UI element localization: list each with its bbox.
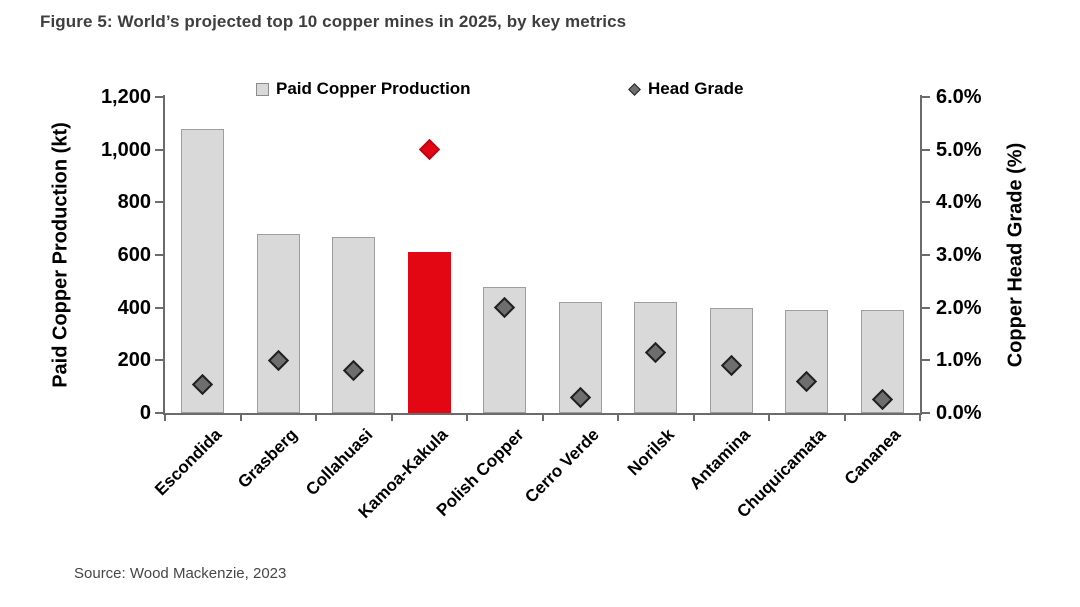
y-tick-left <box>155 359 163 362</box>
y-tick-label-left: 400 <box>117 296 151 319</box>
y-tick-label-right: 3.0% <box>936 244 982 266</box>
y-tick-left <box>155 254 163 256</box>
category-label-grasberg: Grasberg <box>233 425 301 492</box>
category-label-cananea: Cananea <box>841 425 905 489</box>
bar-chuquicamata <box>785 310 829 413</box>
y-tick-right <box>922 254 930 256</box>
y-axis-right <box>920 95 922 415</box>
y-tick-label-left: 1,000 <box>100 138 151 161</box>
legend-label-production: Paid Copper Production <box>276 79 471 98</box>
legend-item-production: Paid Copper Production <box>256 78 471 100</box>
y-tick-left <box>155 148 163 151</box>
y-axis-left <box>163 95 165 415</box>
source-note: Source: Wood Mackenzie, 2023 <box>74 565 287 582</box>
y-tick-label-left: 600 <box>117 244 151 266</box>
y-tick-label-right: 2.0% <box>936 296 982 319</box>
bar-grasberg <box>256 233 300 413</box>
category-label-collahuasi: Collahuasi <box>301 425 377 500</box>
category-label-escondida: Escondida <box>150 425 226 500</box>
y-tick-left <box>155 201 163 204</box>
y-tick-right <box>922 306 930 309</box>
legend-label-head-grade: Head Grade <box>648 79 744 98</box>
x-tick <box>164 415 166 421</box>
legend-diamond-swatch <box>628 82 641 96</box>
x-tick <box>919 415 921 421</box>
y-tick-label-left: 0 <box>139 402 151 424</box>
bar-collahuasi <box>332 236 376 413</box>
y-tick-left <box>155 96 163 98</box>
right-axis-title: Copper Head Grade (%) <box>1004 142 1027 368</box>
x-tick <box>390 415 393 421</box>
y-tick-right <box>922 359 930 362</box>
x-tick <box>692 415 695 421</box>
y-tick-left <box>155 306 163 309</box>
figure-title: Figure 5: World’s projected top 10 coppe… <box>40 12 627 31</box>
x-tick <box>541 415 544 421</box>
y-tick-right <box>922 96 930 98</box>
x-tick <box>315 415 317 421</box>
y-tick-right <box>922 201 930 204</box>
y-tick-label-right: 4.0% <box>936 191 982 214</box>
x-tick <box>843 415 846 421</box>
category-label-cerro-verde: Cerro Verde <box>521 425 603 507</box>
y-tick-right <box>922 412 930 414</box>
legend-item-head-grade: Head Grade <box>628 78 744 100</box>
x-tick <box>239 415 242 421</box>
category-label-antamina: Antamina <box>685 425 754 494</box>
y-tick-label-right: 0.0% <box>936 402 982 424</box>
bar-escondida <box>181 128 225 413</box>
x-tick <box>768 415 770 421</box>
y-tick-left <box>155 412 163 414</box>
y-tick-label-right: 5.0% <box>936 138 982 161</box>
bar-kamoa-kakula <box>407 252 451 413</box>
y-tick-right <box>922 148 930 151</box>
y-tick-label-left: 1,200 <box>100 86 151 108</box>
x-axis <box>163 413 922 415</box>
head-grade-marker-kamoa-kakula <box>418 139 440 161</box>
x-tick <box>617 415 619 421</box>
x-tick <box>466 415 468 421</box>
y-tick-label-right: 6.0% <box>936 86 982 108</box>
category-label-norilsk: Norilsk <box>623 425 679 480</box>
legend-square-swatch <box>256 82 269 96</box>
y-tick-label-left: 800 <box>117 191 151 214</box>
y-tick-label-left: 200 <box>117 349 151 372</box>
y-tick-label-right: 1.0% <box>936 349 982 372</box>
left-axis-title: Paid Copper Production (kt) <box>49 122 72 388</box>
